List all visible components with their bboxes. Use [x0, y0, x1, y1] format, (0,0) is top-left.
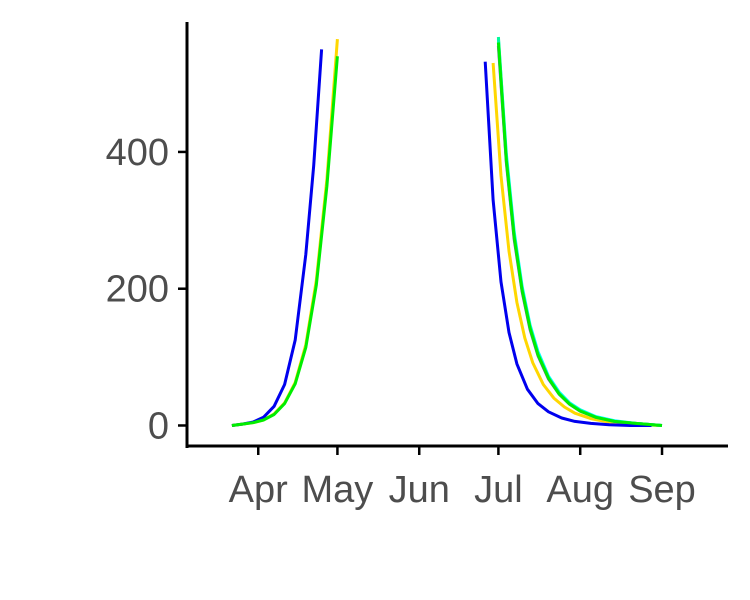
series-line-2-segment-0	[496, 38, 663, 427]
series-line-3-segment-0	[496, 36, 663, 427]
x-tick-label: Jun	[389, 469, 450, 511]
series-line-5-segment-0	[231, 56, 339, 427]
series-line-4-segment-0	[231, 49, 324, 427]
x-tick-label: Jul	[474, 469, 523, 511]
x-tick-label: Aug	[546, 469, 614, 511]
series-line-0-segment-1	[491, 62, 660, 427]
x-tick-label: May	[302, 469, 374, 511]
series-line-4-segment-1	[483, 61, 652, 427]
series-layer	[231, 36, 663, 427]
y-axis-ticks: 0 200 400	[106, 132, 187, 447]
y-tick-label: 400	[106, 132, 169, 174]
x-tick-label: Apr	[229, 469, 288, 511]
y-tick-label: 200	[106, 269, 169, 311]
series-line-5-segment-1	[496, 42, 663, 427]
x-tick-label: Sep	[628, 469, 696, 511]
y-tick-label: 0	[148, 405, 169, 447]
x-axis-ticks: Apr May Jun Jul Aug Sep	[229, 446, 696, 511]
series-line-1-segment-0	[496, 45, 663, 427]
axes-layer	[185, 22, 728, 448]
